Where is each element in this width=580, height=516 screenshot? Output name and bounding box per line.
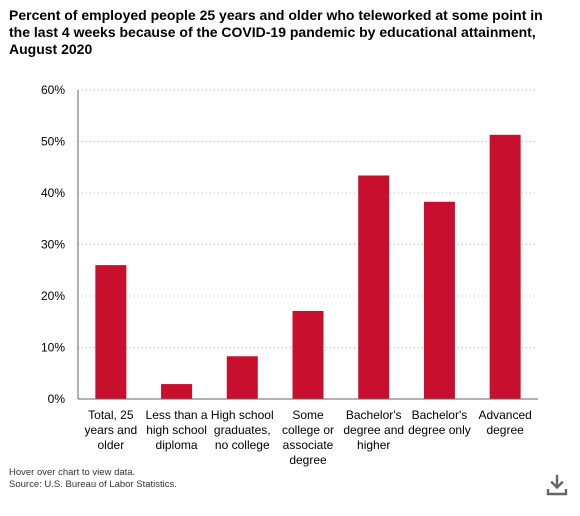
bars[interactable]: Total, 25 years and older: 26% Less than … [95, 134, 521, 399]
x-tick-label: Total, 25 years and older [85, 408, 138, 452]
gridlines [78, 89, 538, 348]
y-axis-tick-labels: 0% 10% 20% 30% 40% 50% 60% [41, 83, 65, 406]
y-tick-label: 20% [41, 289, 65, 303]
bar[interactable]: Some college or associate degree: 17.1% [292, 310, 324, 399]
download-button[interactable] [545, 474, 569, 496]
y-tick-label: 60% [41, 83, 65, 97]
bar[interactable]: Less than a high school diploma: 2.9% [161, 384, 193, 399]
y-tick-label: 0% [48, 392, 66, 406]
x-tick-label: Advanced degree [478, 408, 531, 437]
bar[interactable]: High school graduates, no college: 8.3% [226, 356, 258, 399]
x-tick-label: High school graduates, no college [211, 408, 274, 452]
y-tick-label: 50% [41, 135, 65, 149]
footnotes: Hover over chart to view data. Source: U… [9, 467, 177, 491]
download-icon [546, 474, 568, 496]
hover-note: Hover over chart to view data. [9, 467, 136, 478]
x-tick-label: Bachelor's degree only [408, 408, 471, 437]
x-tick-label: Some college or associate degree [282, 408, 334, 467]
axes [77, 90, 538, 400]
y-tick-label: 40% [41, 186, 65, 200]
chart-title: Percent of employed people 25 years and … [9, 7, 543, 57]
source-note: Source: U.S. Bureau of Labor Statistics. [9, 479, 177, 490]
bar[interactable]: Advanced degree: 51.3% [489, 134, 521, 399]
bar[interactable]: Bachelor's degree only: 38.3% [423, 201, 455, 399]
x-tick-label: Bachelor's degree and higher [343, 408, 404, 452]
bar[interactable]: Bachelor's degree and higher: 43.4% [358, 175, 390, 399]
bar[interactable]: Total, 25 years and older: 26% [95, 265, 127, 399]
y-tick-label: 30% [41, 238, 65, 252]
x-tick-label: Less than a high school diploma [146, 408, 208, 452]
y-tick-label: 10% [41, 341, 65, 355]
